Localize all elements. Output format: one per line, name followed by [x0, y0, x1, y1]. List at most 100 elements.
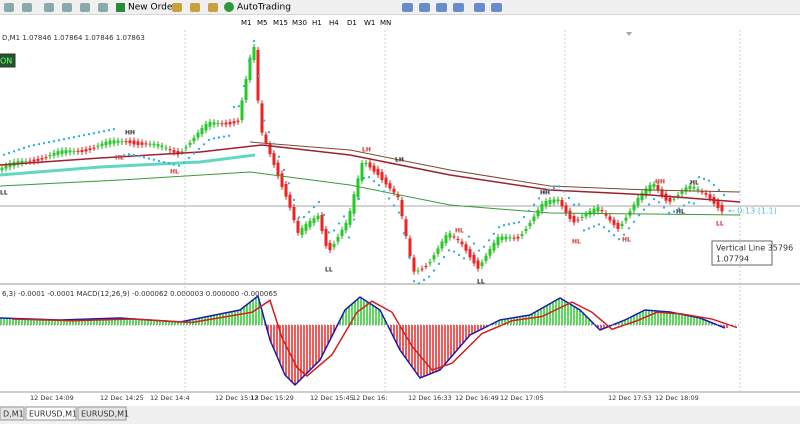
- sar-dot: [312, 205, 316, 209]
- sar-dot: [322, 213, 326, 217]
- candle: [456, 239, 460, 241]
- sar-dot: [47, 141, 51, 144]
- timeframe-button[interactable]: D1: [347, 19, 357, 27]
- candle: [524, 228, 528, 232]
- tab[interactable]: [25, 406, 77, 421]
- candle: [300, 228, 304, 235]
- timeframe-button[interactable]: M1: [241, 19, 252, 27]
- sar-dot: [157, 159, 161, 163]
- sar-dot: [572, 203, 576, 206]
- sar-dot: [7, 151, 11, 155]
- time-label: 12 Dec 15:13: [215, 394, 259, 402]
- tab[interactable]: [77, 406, 127, 421]
- macd-histogram: [0, 297, 728, 385]
- timeframe-button[interactable]: M5: [257, 19, 268, 27]
- sar-dot: [197, 147, 201, 151]
- timeframe-button[interactable]: H1: [312, 19, 322, 27]
- sar-dot: [612, 234, 616, 237]
- candle: [132, 140, 136, 145]
- tab-label[interactable]: EURUSD,M1: [29, 410, 77, 419]
- candle: [316, 215, 320, 219]
- candles: [0, 44, 724, 275]
- candle: [680, 191, 684, 194]
- sar-dot: [482, 245, 486, 248]
- sar-dot: [57, 139, 61, 142]
- candle: [128, 140, 132, 144]
- candle: [584, 213, 588, 217]
- candle: [480, 262, 484, 266]
- candle: [144, 143, 148, 145]
- sar-dot: [82, 134, 86, 137]
- time-label: 12 Dec 14:25: [100, 394, 144, 402]
- swing-label: HL: [690, 180, 699, 187]
- timeframe-button[interactable]: M30: [292, 19, 307, 27]
- swing-label: LH: [362, 147, 371, 154]
- sar-dot: [87, 133, 91, 136]
- sar-dot: [582, 229, 586, 232]
- sar-dot: [292, 198, 296, 202]
- sar-dot: [562, 190, 566, 193]
- candle: [564, 205, 568, 213]
- sar-dot: [392, 204, 396, 207]
- sar-dot: [192, 152, 196, 155]
- candle: [364, 162, 368, 165]
- candle: [432, 255, 436, 260]
- sar-dot: [607, 230, 611, 233]
- sar-dot: [362, 176, 366, 180]
- sar-dot: [452, 250, 456, 253]
- candle: [408, 238, 412, 257]
- sar-dot: [12, 150, 16, 153]
- candle: [372, 165, 376, 172]
- toolbar-icon: [62, 3, 72, 12]
- candle: [224, 122, 228, 125]
- time-label: 12 Dec 16:33: [408, 394, 452, 402]
- candle: [0, 167, 4, 170]
- candle: [396, 194, 400, 198]
- tab-label[interactable]: EURUSD,M1: [81, 410, 129, 419]
- toolbar-items: New Order AutoTrading M1 M5 M15 M30 H1 H4 D1 W1 MN: [4, 2, 502, 27]
- tab[interactable]: [0, 406, 25, 421]
- tab-label[interactable]: D,M1: [3, 410, 24, 419]
- sar-dot: [92, 132, 96, 135]
- candle: [112, 140, 116, 144]
- toolbar-icon: [419, 3, 430, 12]
- sar-dot: [432, 269, 436, 272]
- candle: [312, 218, 316, 223]
- timeframe-button[interactable]: H4: [329, 19, 339, 27]
- autotrading-button[interactable]: AutoTrading: [237, 3, 291, 13]
- candle: [368, 162, 372, 168]
- timeframe-button[interactable]: W1: [364, 19, 375, 27]
- candle: [212, 122, 216, 125]
- sar-dot: [672, 210, 676, 213]
- candle: [4, 165, 8, 169]
- swing-label: HL: [676, 209, 685, 216]
- sar-dot: [37, 143, 41, 146]
- sar-dot: [307, 210, 311, 214]
- candle: [708, 194, 712, 199]
- time-label: 12 Dec 16:: [352, 394, 387, 402]
- candle: [192, 137, 196, 142]
- timeframe-button[interactable]: MN: [380, 19, 391, 27]
- candle: [236, 120, 240, 122]
- candle: [72, 151, 76, 153]
- new-order-button[interactable]: New Order: [128, 3, 176, 13]
- indicator-header: 6,3) -0.0001 -0.0001 MACD(12,26,9) -0.00…: [2, 290, 277, 298]
- candle: [436, 248, 440, 254]
- candle: [328, 243, 332, 251]
- candle: [360, 163, 364, 181]
- sar-dot: [222, 135, 226, 138]
- candle: [44, 157, 48, 159]
- sar-dot: [722, 193, 726, 197]
- candle: [656, 185, 660, 190]
- sar-dot: [662, 206, 666, 209]
- candle: [16, 161, 20, 165]
- toolbar-icon: [80, 3, 90, 12]
- sar-dot: [127, 153, 131, 156]
- sar-dot: [297, 216, 301, 219]
- candle: [252, 47, 256, 60]
- candle: [136, 141, 140, 145]
- toolbar-icon: [208, 3, 218, 12]
- candle: [700, 191, 704, 193]
- timeframe-button[interactable]: M15: [273, 19, 288, 27]
- sar-dot: [77, 135, 81, 138]
